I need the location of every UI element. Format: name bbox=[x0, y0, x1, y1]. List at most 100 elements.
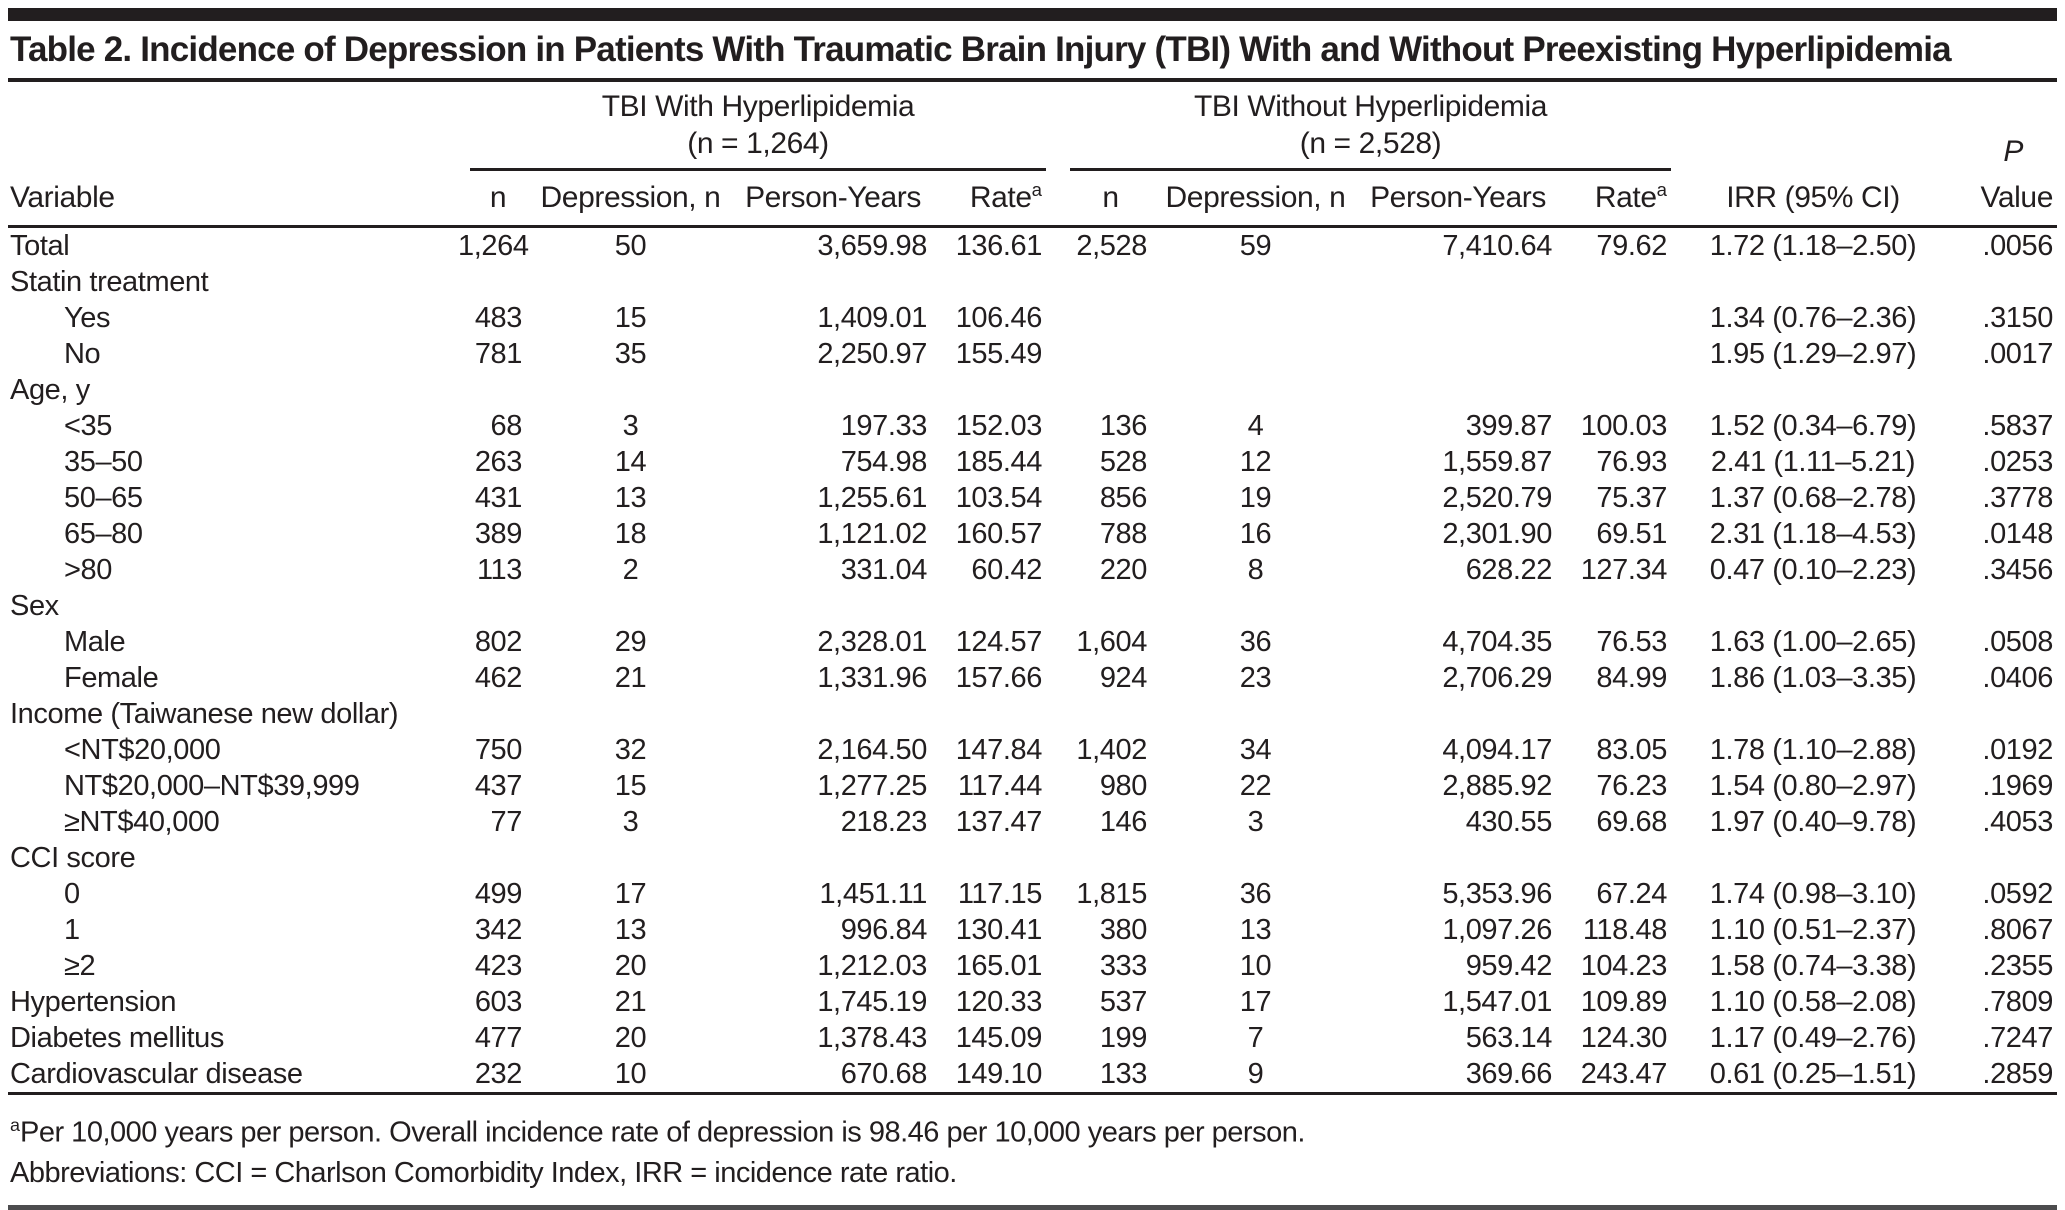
cell-depression-without: 9 bbox=[1163, 1056, 1348, 1095]
cell-p-value: .2355 bbox=[1982, 949, 2053, 982]
cell-p-value: .0592 bbox=[1982, 877, 2053, 910]
top-rule-bar bbox=[8, 8, 2057, 21]
cell-rate-without: 79.62 bbox=[1596, 229, 1667, 262]
cell-person-years-without: 2,706.29 bbox=[1442, 661, 1552, 694]
table-row: ≥2 423 20 1,212.03 165.01 333 10 959.42 104.23 1.… bbox=[8, 948, 2057, 984]
cell-irr: 2.41 (1.11–5.21) bbox=[1710, 445, 1916, 478]
column-header-depression-with: Depression, n bbox=[538, 171, 723, 228]
row-label: >80 bbox=[64, 553, 112, 586]
cell-depression-with: 35 bbox=[614, 337, 647, 370]
group-header-spacer bbox=[1683, 82, 1943, 171]
cell-irr: 1.63 (1.00–2.65) bbox=[1709, 625, 1917, 658]
cell-rate-without: 76.93 bbox=[1596, 445, 1667, 478]
cell-rate-without bbox=[1568, 300, 1683, 336]
cell-depression-without: 34 bbox=[1239, 733, 1272, 766]
cell-depression-with bbox=[538, 696, 723, 732]
group-title: TBI Without Hyperlipidemia bbox=[1193, 90, 1548, 123]
cell-irr: 1.37 (0.68–2.78) bbox=[1709, 481, 1917, 514]
cell-person-years-without bbox=[1348, 336, 1568, 372]
cell-depression-without bbox=[1163, 336, 1348, 372]
cell-p-value: .3456 bbox=[1982, 553, 2053, 586]
cell-depression-with: 21 bbox=[614, 661, 647, 694]
footnotes: aPer 10,000 years per person. Overall in… bbox=[8, 1095, 2057, 1197]
cell-n-with: 263 bbox=[474, 445, 523, 478]
footnote-superscript: a bbox=[10, 1115, 20, 1135]
cell-depression-without: 10 bbox=[1239, 949, 1272, 982]
cell-person-years-without bbox=[1348, 840, 1568, 876]
cell-p-value: .0406 bbox=[1982, 661, 2053, 694]
cell-irr bbox=[1683, 372, 1943, 408]
cell-irr bbox=[1683, 588, 1943, 624]
cell-n-with: 423 bbox=[474, 949, 523, 982]
table-row: Female 462 21 1,331.96 157.66 924 23 2,706.29 84… bbox=[8, 660, 2057, 696]
table-row: Total 1,264 50 3,659.98 136.61 2,528 59 7,410.6… bbox=[8, 227, 2057, 265]
cell-n-without: 856 bbox=[1099, 481, 1148, 514]
row-label: CCI score bbox=[10, 841, 136, 874]
table-row: Diabetes mellitus 477 20 1,378.43 145.09 199 7… bbox=[8, 1020, 2057, 1056]
table-row: 65–80 389 18 1,121.02 160.57 788 16 2,301.90 69.… bbox=[8, 516, 2057, 552]
cell-n-without bbox=[1058, 336, 1163, 372]
cell-n-with: 342 bbox=[474, 913, 523, 946]
cell-person-years-without: 399.87 bbox=[1465, 409, 1553, 442]
cell-depression-without: 7 bbox=[1247, 1021, 1264, 1054]
cell-person-years-with: 1,277.25 bbox=[817, 769, 927, 802]
cell-person-years-without: 2,301.90 bbox=[1442, 517, 1552, 550]
bottom-rule-bar bbox=[8, 1204, 2057, 1210]
cell-person-years-with: 2,328.01 bbox=[817, 625, 927, 658]
cell-rate-without: 76.53 bbox=[1596, 625, 1667, 658]
group-title: TBI With Hyperlipidemia bbox=[601, 90, 915, 123]
cell-p-value: .5837 bbox=[1982, 409, 2053, 442]
cell-depression-with: 17 bbox=[614, 877, 647, 910]
cell-n-with bbox=[458, 696, 538, 732]
cell-irr: 0.61 (0.25–1.51) bbox=[1683, 1056, 1943, 1095]
cell-n-without bbox=[1058, 696, 1163, 732]
cell-irr: 1.10 (0.58–2.08) bbox=[1709, 985, 1917, 1018]
cell-n-without bbox=[1058, 372, 1163, 408]
cell-irr: 1.72 (1.18–2.50) bbox=[1709, 229, 1917, 262]
row-label: Age, y bbox=[10, 373, 90, 406]
column-header-n-without: n bbox=[1058, 171, 1163, 228]
cell-rate-with: 155.49 bbox=[955, 337, 1043, 370]
cell-rate-without bbox=[1568, 264, 1683, 300]
cell-p-value bbox=[1943, 840, 2057, 876]
cell-n-without: 537 bbox=[1099, 985, 1148, 1018]
cell-n-with bbox=[458, 264, 538, 300]
cell-rate-with: 149.10 bbox=[943, 1056, 1058, 1095]
row-label: Male bbox=[64, 625, 126, 658]
row-label: Statin treatment bbox=[10, 265, 209, 298]
cell-p-value: .3150 bbox=[1982, 301, 2053, 334]
cell-n-without bbox=[1058, 588, 1163, 624]
cell-irr bbox=[1683, 840, 1943, 876]
cell-person-years-without bbox=[1348, 300, 1568, 336]
cell-rate-with: 145.09 bbox=[955, 1021, 1043, 1054]
cell-depression-without: 23 bbox=[1239, 661, 1272, 694]
footnote-abbreviations: Abbreviations: CCI = Charlson Comorbidit… bbox=[10, 1156, 957, 1189]
group-header-without-hyperlipidemia: TBI Without Hyperlipidemia (n = 2,528) bbox=[1058, 82, 1683, 171]
cell-person-years-with bbox=[723, 840, 943, 876]
cell-n-without: 333 bbox=[1099, 949, 1148, 982]
cell-person-years-without bbox=[1348, 588, 1568, 624]
cell-rate-with: 106.46 bbox=[955, 301, 1043, 334]
column-header-variable: Variable bbox=[8, 171, 458, 228]
cell-n-without: 1,815 bbox=[1076, 877, 1147, 910]
table-row: Statin treatment bbox=[8, 264, 2057, 300]
cell-person-years-with: 1,409.01 bbox=[817, 301, 927, 334]
cell-p-value: .0056 bbox=[1982, 229, 2053, 262]
cell-person-years-without: 1,547.01 bbox=[1442, 985, 1552, 1018]
cell-p-value: .0017 bbox=[1982, 337, 2053, 370]
cell-person-years-without: 2,520.79 bbox=[1442, 481, 1552, 514]
cell-irr: 1.52 (0.34–6.79) bbox=[1709, 409, 1917, 442]
table-row: 50–65 431 13 1,255.61 103.54 856 19 2,520.79 75.… bbox=[8, 480, 2057, 516]
cell-irr: 1.54 (0.80–2.97) bbox=[1709, 769, 1917, 802]
column-header-person-years-without: Person-Years bbox=[1348, 171, 1568, 228]
cell-person-years-with: 218.23 bbox=[840, 805, 928, 838]
cell-rate-without: 100.03 bbox=[1580, 409, 1668, 442]
cell-rate-with bbox=[943, 588, 1058, 624]
cell-person-years-without bbox=[1348, 372, 1568, 408]
cell-irr: 1.78 (1.10–2.88) bbox=[1709, 733, 1917, 766]
cell-n-with: 1,264 bbox=[458, 229, 529, 262]
row-label: Income (Taiwanese new dollar) bbox=[10, 697, 399, 730]
cell-rate-without: 127.34 bbox=[1580, 553, 1668, 586]
incidence-table: TBI With Hyperlipidemia (n = 1,264) TBI … bbox=[8, 82, 2057, 1095]
